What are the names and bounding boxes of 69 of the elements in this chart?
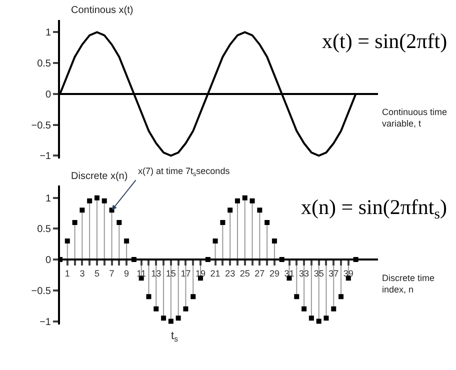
- y-axis-title: Continous x(t): [71, 5, 134, 16]
- point: [316, 318, 322, 324]
- y-tick-label: 0.5: [37, 58, 52, 70]
- point: [250, 198, 255, 204]
- y-tick-label: 0: [45, 255, 52, 266]
- x-tick-label: 37: [328, 268, 339, 278]
- point: [168, 318, 174, 324]
- point: [228, 208, 233, 213]
- point: [176, 316, 181, 321]
- point: [212, 238, 218, 244]
- text: t$_{s}$: [171, 330, 178, 344]
- point: [124, 238, 130, 244]
- point: [294, 294, 300, 300]
- x-axis-title: Discrete time index, n: [382, 273, 435, 295]
- x-tick-label: 33: [299, 268, 310, 278]
- point: [338, 294, 344, 300]
- point: [87, 198, 92, 204]
- point: [220, 220, 226, 226]
- annotation: x(t) = sin(2πft): [322, 29, 448, 53]
- x-tick-label: 15: [166, 268, 176, 278]
- point: [102, 198, 107, 204]
- y-tick-label: −1: [40, 316, 52, 328]
- x-tick-label: 5: [94, 268, 100, 278]
- x-tick-label: 31: [284, 268, 294, 278]
- point: [80, 208, 85, 213]
- point: [64, 238, 70, 244]
- point: [72, 220, 78, 226]
- point: [324, 316, 329, 321]
- point: [190, 294, 196, 300]
- y-axis-title: Discrete x(n): [71, 171, 128, 182]
- x-tick-label: 21: [210, 268, 220, 278]
- point: [146, 294, 152, 300]
- x-tick-label: 35: [314, 268, 324, 278]
- point: [308, 316, 314, 321]
- point: [154, 306, 159, 312]
- x-tick-label: 13: [151, 268, 162, 278]
- annotation: x(n) = sin(2πfnt$_{s}$): [301, 195, 447, 222]
- x-tick-label: 11: [136, 268, 146, 278]
- point: [94, 195, 100, 200]
- point: [183, 306, 188, 312]
- x-axis-title: Continuous time variable, t: [382, 107, 448, 129]
- y-tick-label: −0.5: [31, 120, 52, 132]
- x-tick-label: 3: [80, 268, 85, 278]
- x-tick-label: 29: [269, 268, 280, 278]
- x-tick-label: 39: [343, 268, 354, 278]
- annotation: x(7) at time 7t$_{s}$seconds: [138, 166, 230, 178]
- x-tick-label: 17: [180, 268, 191, 278]
- point: [272, 238, 277, 244]
- x-tick-label: 1: [64, 268, 70, 278]
- x-tick-label: 25: [240, 268, 250, 278]
- y-tick-label: 1: [45, 193, 52, 204]
- y-tick-label: 0.5: [37, 224, 52, 236]
- point: [331, 306, 336, 312]
- x-tick-label: 27: [254, 268, 265, 278]
- point: [257, 208, 262, 213]
- x-tick-label: 7: [109, 268, 114, 278]
- x-tick-label: 9: [124, 268, 130, 278]
- y-tick-label: −1: [40, 151, 52, 162]
- x-tick-label: 23: [225, 268, 236, 278]
- x-tick-label: 19: [196, 268, 206, 278]
- y-tick-label: 1: [45, 28, 52, 39]
- point: [302, 306, 307, 312]
- point: [116, 220, 122, 226]
- y-tick-label: −0.5: [31, 286, 52, 297]
- y-tick-label: 0: [45, 89, 52, 100]
- point: [161, 316, 166, 321]
- point: [264, 220, 270, 226]
- point: [242, 195, 248, 200]
- point: [234, 198, 240, 204]
